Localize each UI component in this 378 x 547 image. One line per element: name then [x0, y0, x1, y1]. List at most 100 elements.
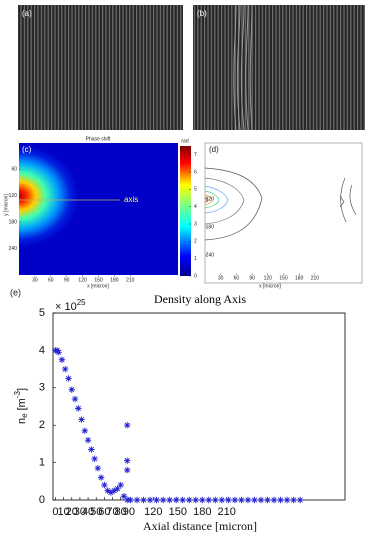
x-tick-label: 210	[218, 506, 236, 518]
fringe-image	[18, 5, 183, 130]
x-tick-label: 90	[249, 275, 255, 281]
panel-label: (e)	[10, 287, 21, 297]
marker	[277, 496, 284, 504]
marker	[107, 489, 115, 496]
marker	[244, 496, 252, 504]
contour-plot	[204, 142, 363, 284]
marker	[110, 487, 118, 494]
x-tick-label: 60	[234, 275, 240, 281]
x-tick-label: 90	[123, 506, 135, 518]
x-tick-label: 60	[48, 277, 54, 283]
marker	[81, 427, 89, 435]
x-tick-label: 10	[57, 506, 69, 518]
phase-map	[19, 143, 178, 275]
y-tick-label: 180	[206, 224, 215, 230]
x-label: x [micron]	[259, 283, 281, 289]
marker	[192, 496, 199, 504]
y-tick-label: 120	[9, 193, 18, 199]
marker	[65, 375, 72, 382]
marker	[94, 465, 102, 472]
y-label: ne [m-3]	[13, 388, 29, 424]
marker	[264, 496, 271, 504]
y-tick-label: 240	[206, 252, 215, 258]
panel-label: (d)	[209, 145, 219, 154]
y-label-symbol: n	[16, 418, 28, 424]
x-tick-label: 180	[295, 275, 304, 281]
marker	[124, 496, 131, 504]
marker	[159, 496, 167, 504]
marker	[101, 481, 108, 489]
x-tick-label: 120	[264, 275, 273, 281]
panel-label: (a)	[22, 9, 32, 18]
panel-label: (c)	[22, 145, 32, 154]
x-label: Axial distance [micron]	[143, 519, 257, 533]
multiplier-base: × 10	[55, 301, 77, 313]
y-tick-label: 60	[11, 167, 17, 173]
x-tick-label: 180	[193, 506, 211, 518]
colorbar-tick-label: 4	[194, 204, 197, 210]
bent-fringes	[233, 4, 253, 131]
x-tick-label: 80	[115, 506, 127, 518]
marker	[186, 496, 193, 504]
marker	[97, 474, 105, 481]
colorbar-tick-label: 7	[194, 152, 197, 158]
y-tick-label: 1	[39, 457, 45, 469]
marker	[78, 416, 85, 423]
colorbar-tick-label: 1	[194, 256, 197, 262]
panel-title: Phase shift	[86, 136, 111, 142]
colorbar-tick-label: 5	[194, 187, 197, 193]
marker	[124, 466, 131, 474]
marker	[71, 395, 79, 403]
x-tick-label: 150	[279, 275, 288, 281]
y-label-exponent: -3	[13, 390, 22, 398]
marker	[205, 496, 212, 504]
marker	[117, 481, 124, 489]
annotation: axis	[124, 195, 138, 204]
multiplier-exponent: 25	[77, 298, 86, 307]
marker	[153, 496, 160, 504]
marker	[179, 496, 186, 504]
marker	[225, 496, 232, 504]
marker	[84, 436, 92, 444]
x-tick-label: 0	[52, 506, 58, 518]
fringe-image	[193, 5, 365, 130]
contours	[204, 167, 357, 241]
y-label-close: ]	[16, 388, 28, 391]
marker	[231, 496, 239, 504]
x-tick-label: 150	[169, 506, 187, 518]
y-multiplier: × 1025	[55, 298, 86, 313]
y-tick-label: 2	[39, 419, 45, 431]
x-tick-label: 210	[311, 275, 320, 281]
chart-title: Density along Axis	[154, 292, 246, 306]
marker	[283, 496, 291, 504]
marker	[140, 496, 147, 504]
x-tick-label: 30	[32, 277, 38, 283]
x-tick-label: 30	[218, 275, 224, 281]
marker	[124, 457, 131, 464]
marker	[88, 446, 95, 453]
y-tick-label: 240	[9, 246, 18, 252]
x-tick-label: 50	[90, 506, 102, 518]
colorbar-label: rad	[181, 138, 188, 144]
x-tick-label: 120	[78, 277, 87, 283]
marker	[58, 356, 66, 363]
colorbar	[180, 146, 191, 276]
colorbar-tick-label: 6	[194, 169, 197, 175]
marker	[75, 405, 82, 412]
marker	[91, 455, 98, 463]
marker	[127, 496, 134, 504]
marker	[296, 496, 304, 504]
y-label-unit: [m	[16, 398, 28, 410]
marker	[62, 365, 69, 373]
marker	[133, 496, 141, 504]
panel-label: (b)	[197, 9, 207, 18]
marker	[172, 496, 180, 504]
colorbar-tick-label: 3	[194, 221, 197, 227]
marker	[290, 496, 297, 504]
marker	[270, 496, 278, 504]
marker	[114, 485, 121, 492]
marker	[120, 493, 128, 500]
marker	[251, 496, 258, 504]
marker	[212, 496, 219, 504]
